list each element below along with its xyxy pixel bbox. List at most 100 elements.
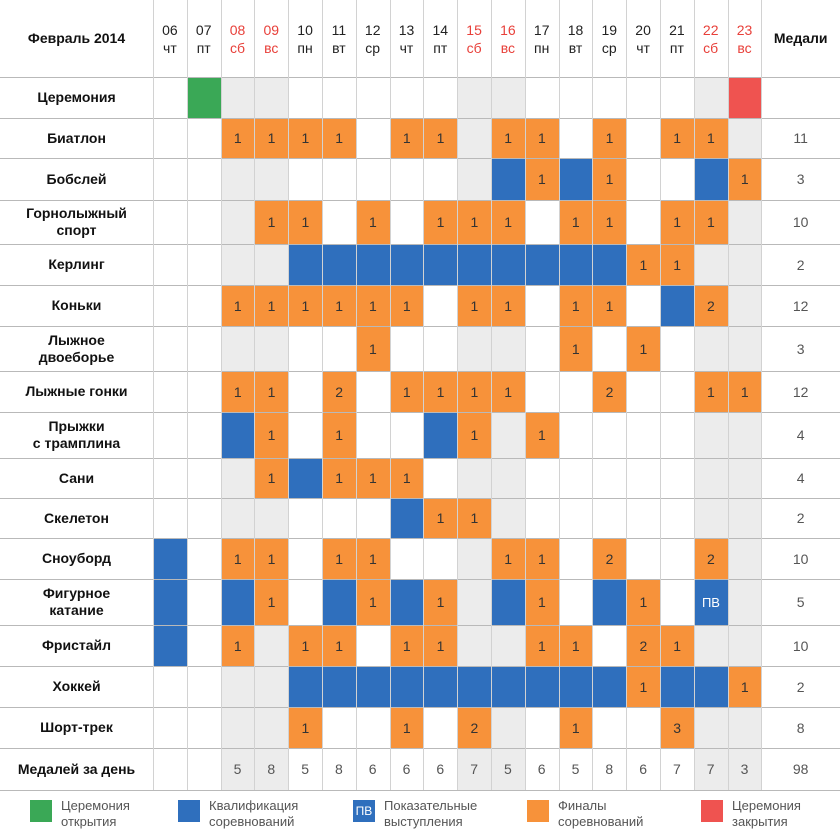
final-cell: 1	[592, 158, 627, 200]
column-divider	[220, 0, 222, 790]
qualification-cell	[491, 244, 526, 285]
medals-count: 10	[792, 214, 809, 230]
final-cell: 1	[389, 707, 424, 748]
medals-count: 12	[792, 297, 809, 314]
column-divider	[558, 0, 560, 790]
sport-label-cross-country: Лыжные гонки	[25, 383, 128, 399]
qualification-cell	[389, 244, 424, 285]
sport-label-bobsleigh: Бобслей	[46, 170, 107, 187]
final-cell: 1	[322, 538, 357, 579]
qualification-cell	[558, 666, 593, 707]
day-number: 06	[162, 21, 178, 38]
final-cell: 1	[592, 285, 627, 326]
day-number: 21	[669, 21, 685, 38]
medals-column-header: Медали	[773, 30, 828, 46]
final-cell: 1	[355, 538, 391, 579]
final-cell: 1	[660, 200, 695, 244]
daily-medals-value: 5	[571, 761, 580, 777]
daily-medals-value: 5	[504, 761, 512, 777]
medals-count: 2	[796, 510, 805, 526]
daily-medals-value: 6	[537, 761, 546, 777]
day-header: 09 вс	[254, 0, 288, 77]
sport-label-short-track: Шорт-трек	[40, 719, 113, 735]
daily-medals-label: Медалей за день	[17, 760, 136, 777]
day-header: 18 вт	[559, 0, 593, 77]
daily-medals-value: 6	[368, 761, 377, 777]
final-cell: 1	[524, 158, 560, 200]
final-cell: 1	[254, 285, 289, 326]
daily-medals-value	[187, 748, 221, 790]
day-header: 23 вс	[728, 0, 762, 77]
daily-medals-value: 6	[402, 761, 411, 777]
column-divider	[322, 0, 323, 790]
medals-count: 4	[796, 427, 805, 443]
final-cell: 1	[389, 285, 424, 326]
medals-count: 8	[796, 719, 805, 736]
final-cell: 1	[355, 579, 391, 625]
row-divider	[0, 790, 840, 791]
qualification-cell	[660, 666, 695, 707]
opening-ceremony-cell	[186, 77, 222, 118]
final-cell: 1	[457, 200, 492, 244]
day-of-week: пт	[196, 39, 211, 56]
closing-ceremony-cell	[727, 77, 762, 118]
legend: Церемония открытия Квалификация соревнова…	[0, 792, 840, 834]
row-divider	[0, 371, 840, 372]
final-cell: 1	[558, 326, 593, 371]
medals-count: 4	[796, 470, 805, 486]
day-number: 07	[195, 21, 212, 38]
column-divider	[423, 0, 425, 790]
qualification-cell	[457, 244, 492, 285]
final-cell: 1	[626, 579, 661, 625]
row-divider	[0, 118, 840, 119]
day-number: 15	[466, 21, 482, 38]
day-header: 20 чт	[626, 0, 660, 77]
day-header: 15 сб	[457, 0, 491, 77]
final-cell: 1	[254, 579, 289, 625]
final-cell: 1	[491, 538, 526, 579]
day-header: 11 вт	[322, 0, 356, 77]
daily-medals-value: 6	[436, 761, 445, 777]
final-cell: 1	[288, 625, 323, 666]
row-divider	[0, 498, 840, 499]
column-divider	[693, 0, 695, 790]
final-cell: 1	[693, 200, 729, 244]
row-divider	[0, 625, 840, 626]
final-cell: 1	[457, 285, 492, 326]
sport-label-luge: Сани	[58, 469, 95, 486]
sport-label-snowboard: Сноуборд	[41, 550, 111, 566]
column-divider	[153, 0, 154, 790]
day-number: 10	[297, 21, 313, 38]
column-divider	[592, 0, 594, 790]
sport-label-skeleton: Скелетон	[44, 509, 109, 526]
day-header: 07 пт	[187, 0, 221, 77]
qualification-cell	[153, 579, 188, 625]
final-cell: 1	[524, 625, 560, 666]
qualification-cell	[660, 285, 695, 326]
qualification-cell	[558, 244, 593, 285]
qualification-cell	[693, 158, 729, 200]
qualification-cell	[322, 244, 357, 285]
day-header: 21 пт	[660, 0, 694, 77]
row-divider	[0, 412, 840, 413]
final-cell: 1	[558, 285, 593, 326]
final-cell: 1	[524, 579, 560, 625]
day-number: 12	[364, 21, 381, 38]
day-header: 14 пт	[423, 0, 457, 77]
qualification-cell	[592, 579, 627, 625]
day-of-week: вс	[264, 39, 279, 56]
medals-count: 3	[796, 340, 805, 357]
final-cell: 1	[491, 371, 526, 412]
daily-medals-value: 5	[301, 761, 309, 777]
medals-count: 12	[792, 383, 809, 400]
final-cell: 1	[558, 200, 593, 244]
final-cell: 1	[693, 118, 729, 158]
row-divider	[0, 244, 840, 245]
final-cell: 1	[288, 707, 323, 748]
qualification-cell	[524, 244, 560, 285]
medals-count: 10	[792, 550, 809, 567]
medals-count: 3	[796, 171, 805, 187]
day-of-week: чт	[399, 39, 414, 56]
column-divider	[457, 0, 459, 790]
final-cell: 1	[254, 538, 289, 579]
